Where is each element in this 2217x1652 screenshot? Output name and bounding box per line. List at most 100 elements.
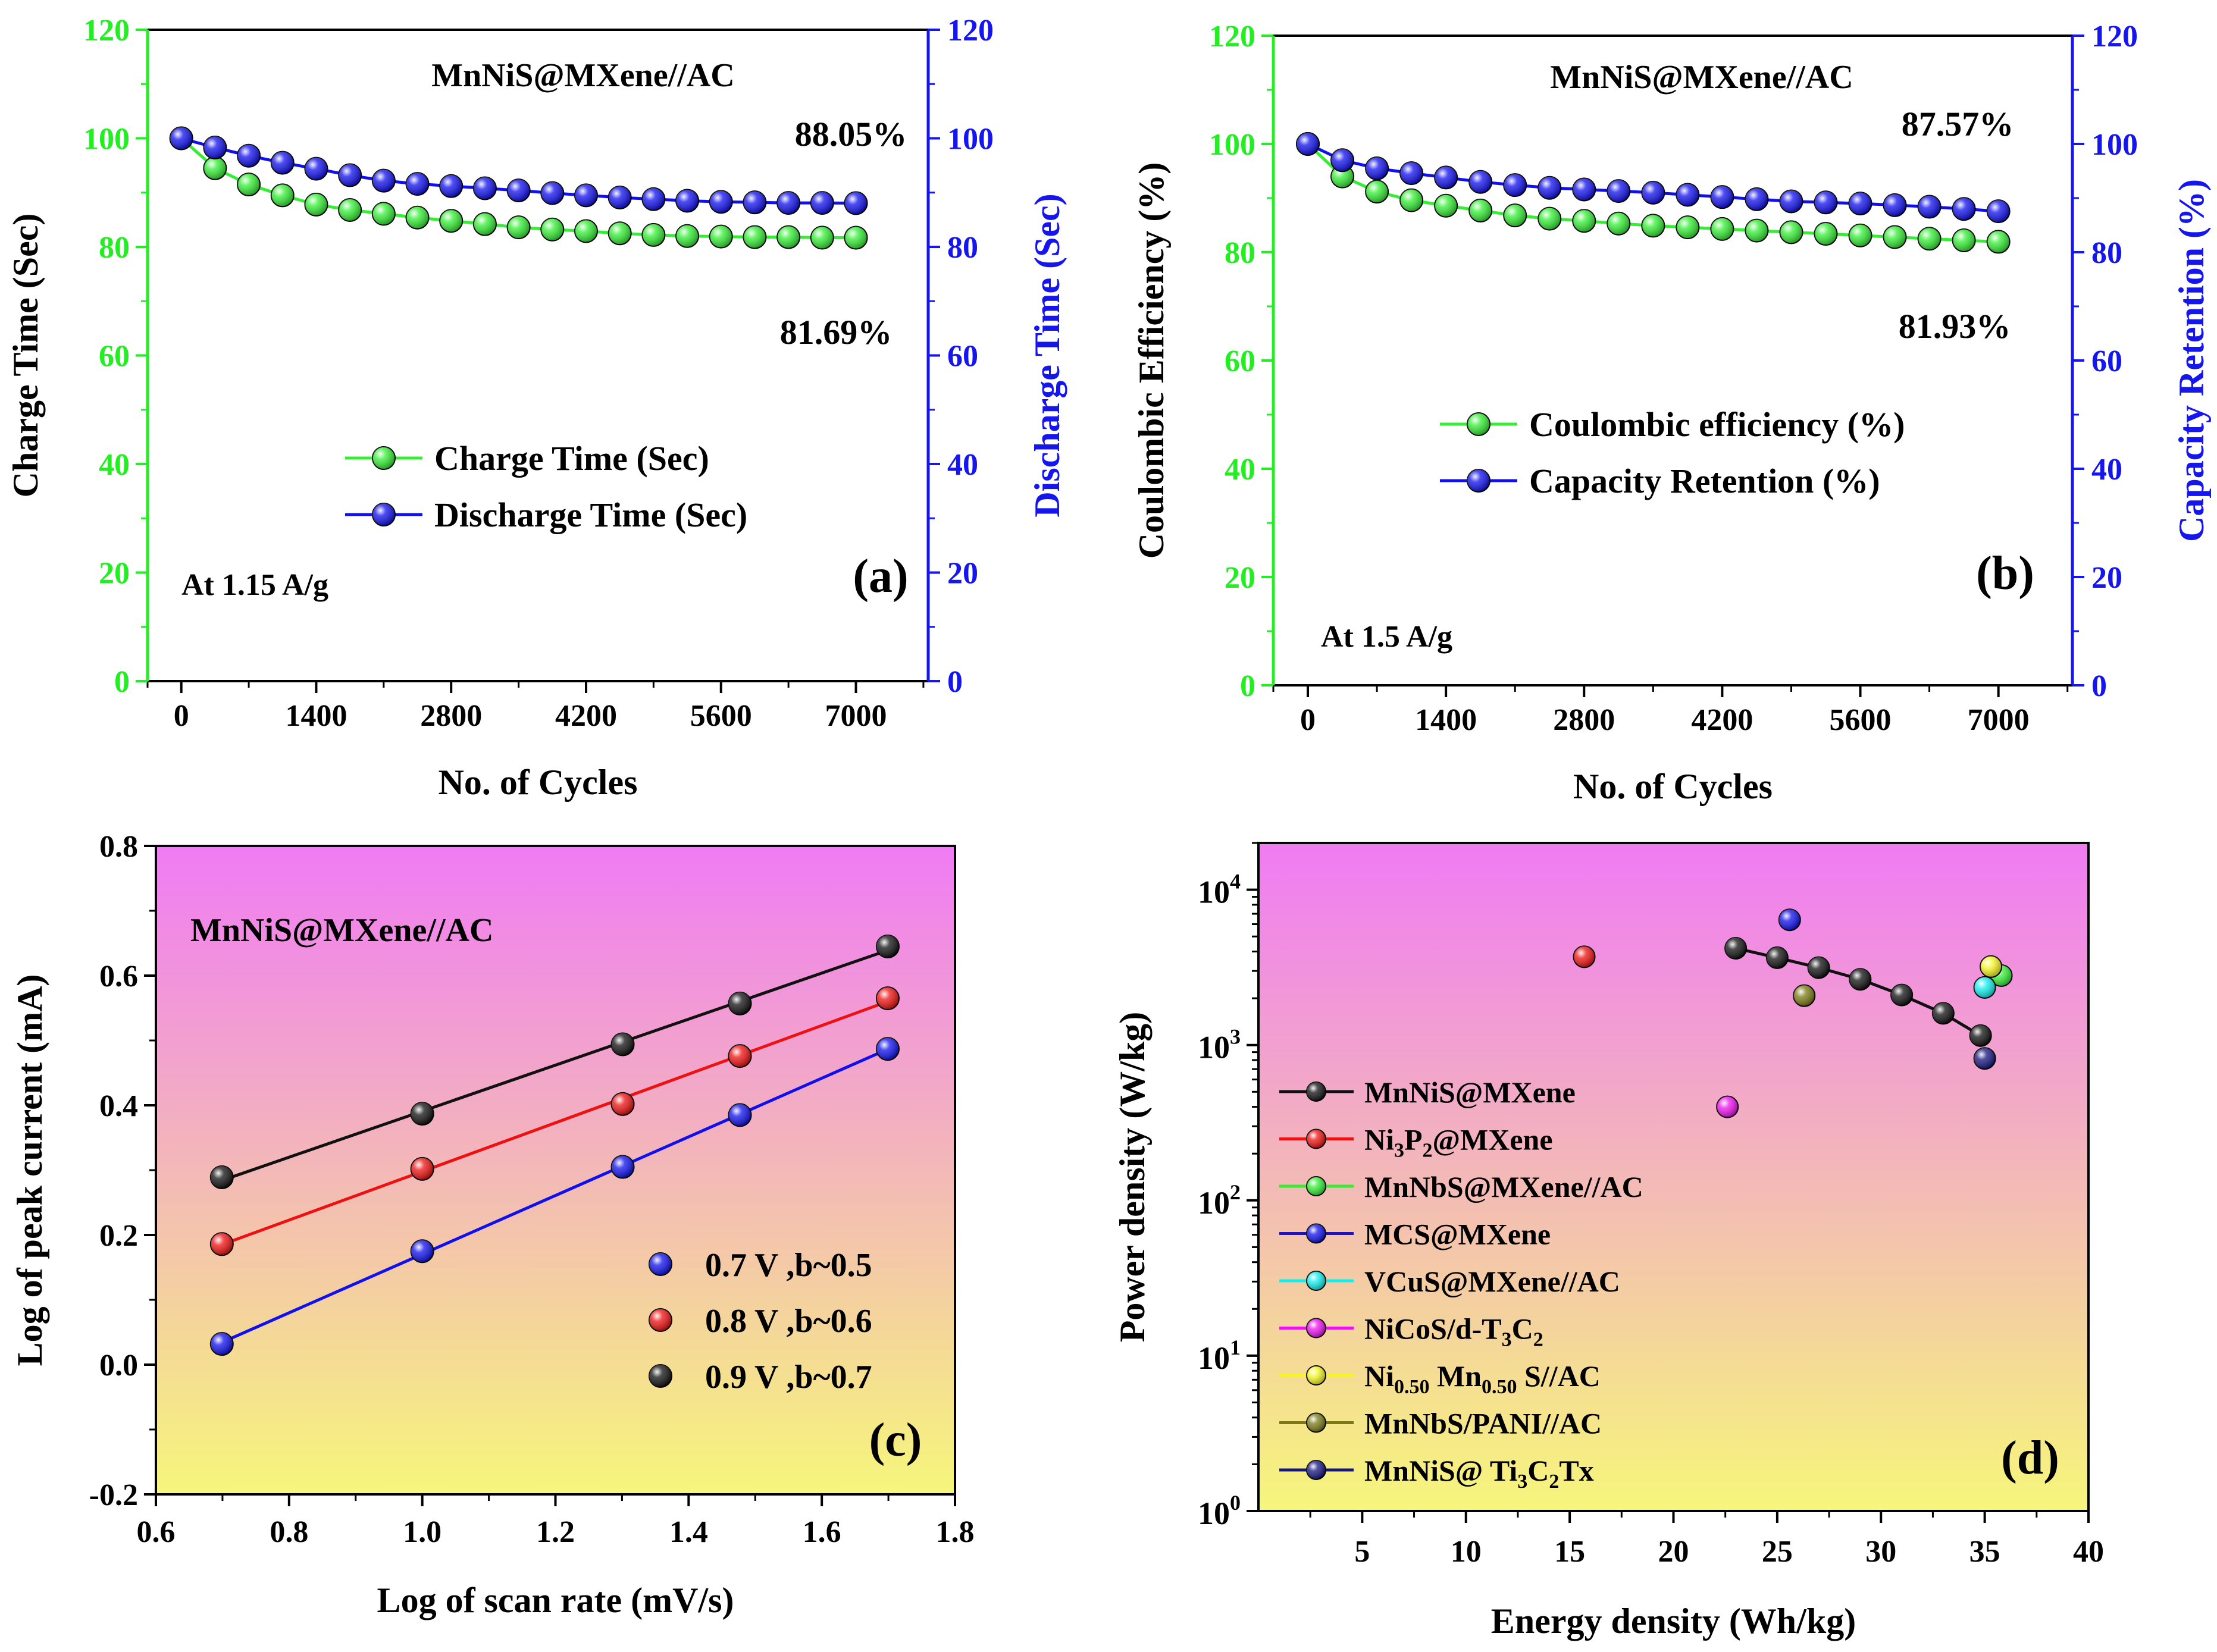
legend-marker-shine (1307, 1224, 1326, 1243)
retention-annotation-high: 87.57% (1902, 105, 2014, 143)
data-point-series-1-shine (271, 151, 294, 174)
data-point-series-1-shine (372, 169, 395, 192)
data-point-series-1 (1434, 165, 1458, 190)
data-point-series-0 (1572, 209, 1596, 233)
data-point-series-0-shine (608, 222, 631, 245)
chart-title: MnNiS@MXene//AC (190, 912, 493, 949)
x-tick-label: 7000 (1968, 703, 2030, 737)
legend-marker-shine (649, 1309, 672, 1331)
data-point-series-0 (1724, 936, 1748, 960)
data-point-series-1-shine (1918, 195, 1941, 218)
panel-c-peak-current-chart: 0.6 0.8 1.0 1.2 1.4 1.6 1.8 -0.2 0.0 0.2 0.4 0.6 0.8… (10, 830, 975, 1620)
data-point-series-0-shine (271, 184, 294, 207)
data-point-series-1 (1503, 173, 1527, 198)
data-point-series-0-shine (210, 1333, 233, 1356)
data-point-series-0 (743, 225, 767, 249)
y-axis-title: Power density (W/kg) (1113, 1012, 1152, 1343)
data-point-series-0-shine (1952, 228, 1975, 252)
data-point-series-1 (472, 176, 497, 200)
data-point-series-0-shine (1607, 212, 1630, 235)
panel-label: (c) (869, 1414, 922, 1466)
data-point-series-1-shine (844, 192, 868, 215)
data-point-series-1-shine (1883, 193, 1906, 217)
legend-marker (1306, 1128, 1326, 1149)
legend-marker (1306, 1460, 1326, 1480)
y-axis-title: Log of peak current (mA) (10, 974, 49, 1366)
data-point-series-1-shine (473, 177, 496, 200)
data-point-series-1-shine (1780, 190, 1803, 213)
data-point-series-4-shine (1974, 976, 1996, 998)
data-point-series-0 (1538, 206, 1562, 231)
data-point-series-0-shine (1469, 199, 1492, 222)
data-point-series-0-shine (473, 212, 496, 236)
legend-marker (1467, 469, 1490, 493)
data-point-series-0-shine (1573, 209, 1596, 233)
data-point-series-0-shine (1435, 194, 1458, 217)
data-point-series-3-shine (1778, 909, 1800, 931)
data-point-series-1-shine (1331, 149, 1354, 172)
legend-label: MCS@MXene (1364, 1218, 1551, 1251)
fit-line-0 (221, 1048, 888, 1344)
data-point-series-1 (371, 168, 396, 193)
legend-label: Ni3P2@MXene (1364, 1123, 1553, 1162)
data-point-series-1 (1572, 177, 1596, 202)
data-point-series-0 (875, 1037, 900, 1061)
data-point-series-1-shine (709, 190, 732, 214)
plot-background (156, 846, 955, 1494)
data-point-series-3 (1778, 908, 1801, 932)
data-point-series-2 (410, 1102, 434, 1126)
data-point-series-2-shine (210, 1165, 233, 1189)
legend-marker (1306, 1365, 1326, 1385)
x-tick-label: 2800 (1553, 703, 1615, 737)
data-point-series-0 (1676, 215, 1700, 240)
data-point-series-0-shine (1538, 207, 1561, 230)
data-point-series-1-shine (339, 164, 362, 187)
data-point-series-0 (270, 183, 295, 208)
data-point-series-0 (608, 221, 632, 246)
legend-marker-shine (1467, 413, 1490, 435)
left-y-tick-label: 60 (1225, 344, 1255, 378)
data-point-series-1 (743, 190, 767, 215)
y-tick-label: 0.6 (99, 960, 138, 993)
data-point-series-1 (439, 174, 464, 198)
data-point-series-0-shine (728, 1104, 751, 1127)
left-y-tick-label: 100 (83, 123, 130, 156)
legend-label: VCuS@MXene//AC (1364, 1265, 1620, 1298)
legend-label: 0.8 V ,b~0.6 (705, 1303, 872, 1340)
data-point-series-0-shine (372, 202, 395, 225)
right-y-tick-label: 20 (2091, 561, 2122, 595)
legend-marker-shine (1307, 1366, 1326, 1385)
data-point-series-1-shine (1573, 946, 1595, 968)
data-point-series-1-shine (305, 157, 328, 180)
data-point-series-1 (1399, 161, 1424, 186)
data-point-series-1-shine (1573, 178, 1596, 201)
data-point-series-1 (675, 189, 700, 213)
data-point-series-1-shine (210, 1233, 233, 1256)
right-y-axis-title: Capacity Retention (%) (2172, 179, 2211, 542)
data-point-series-1 (1296, 132, 1320, 156)
legend-marker-shine (649, 1253, 672, 1275)
data-point-series-1 (574, 183, 598, 208)
data-point-series-1-shine (642, 187, 665, 211)
data-point-series-1-shine (611, 1092, 634, 1115)
data-point-series-1 (1330, 148, 1355, 173)
y-tick-label: 0.2 (99, 1219, 138, 1253)
legend-marker-shine (1307, 1177, 1326, 1196)
data-point-series-0-shine (1766, 946, 1788, 968)
data-point-series-1-shine (1469, 170, 1492, 193)
data-point-series-0-shine (1331, 165, 1354, 188)
data-point-series-0 (439, 209, 464, 233)
data-point-series-1 (1848, 192, 1872, 216)
x-tick-label: 0 (1300, 703, 1316, 737)
data-point-series-1 (209, 1232, 234, 1256)
data-point-series-0 (641, 222, 666, 247)
data-point-series-0-shine (1932, 1002, 1954, 1024)
x-tick-label: 1400 (285, 699, 347, 733)
data-point-series-1-shine (1297, 133, 1320, 155)
data-point-series-0 (209, 1332, 234, 1356)
data-point-series-1-shine (676, 189, 699, 212)
data-point-series-1 (1676, 183, 1700, 207)
data-point-series-0 (1952, 228, 1976, 252)
data-point-series-1 (304, 156, 328, 181)
data-point-series-1 (875, 986, 900, 1011)
